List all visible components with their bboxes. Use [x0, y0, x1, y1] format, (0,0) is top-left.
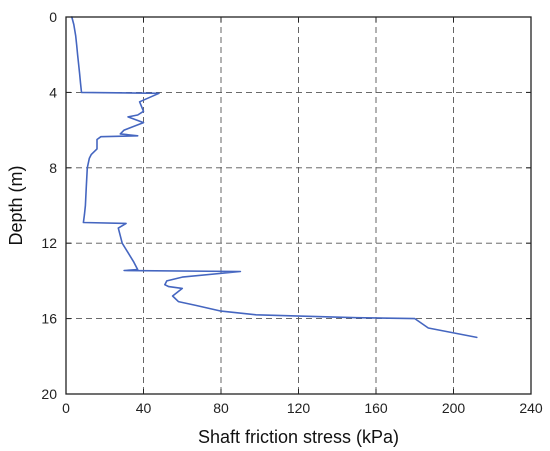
y-tick-label: 16: [41, 311, 57, 327]
x-tick-label: 120: [287, 400, 311, 416]
series-layer: [71, 16, 478, 339]
y-tick-label: 4: [49, 84, 57, 100]
x-tick-label: 160: [364, 400, 388, 416]
y-tick-label: 0: [49, 9, 57, 25]
x-tick-label: 240: [519, 400, 543, 416]
tick-labels: 0 40 80 120 160 200 240 0 4 8 12 16 20: [41, 9, 542, 416]
x-tick-label: 200: [442, 400, 466, 416]
x-tick-label: 40: [136, 400, 152, 416]
x-tick-label: 80: [213, 400, 229, 416]
y-tick-label: 20: [41, 386, 57, 402]
plot-frame: [65, 16, 532, 395]
x-axis-label: Shaft friction stress (kPa): [198, 427, 399, 447]
y-tick-label: 8: [49, 160, 57, 176]
series-line: [71, 16, 478, 339]
y-axis-label: Depth (m): [6, 165, 26, 245]
grid: [66, 17, 531, 394]
x-tick-label: 0: [62, 400, 70, 416]
y-tick-label: 12: [41, 235, 57, 251]
